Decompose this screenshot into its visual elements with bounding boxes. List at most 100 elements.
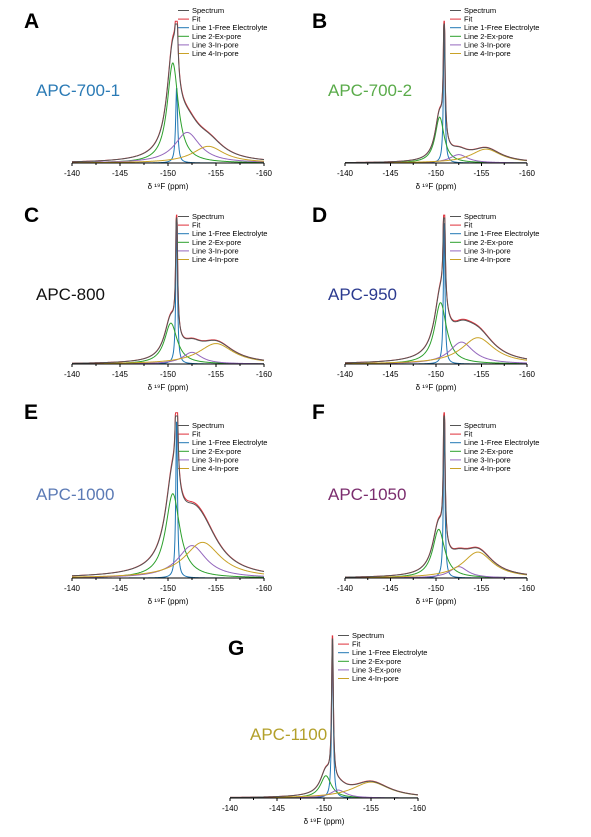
- x-tick-label: -155: [473, 584, 490, 593]
- x-axis-label: δ ¹⁹F (ppm): [416, 182, 457, 191]
- x-tick-label: -155: [208, 584, 225, 593]
- x-tick-label: -155: [208, 169, 225, 178]
- x-tick-label: -155: [473, 169, 490, 178]
- series-line-2: [345, 528, 527, 579]
- legend-entry: Line 1-Free Electrolyte: [464, 229, 539, 238]
- legend-entry: Fit: [192, 430, 201, 439]
- legend-entry: Line 2-Ex-pore: [192, 238, 241, 247]
- x-tick-label: -140: [337, 584, 354, 593]
- series-line-4: [345, 551, 528, 579]
- legend-entry: Fit: [464, 221, 473, 230]
- legend-entry: Line 2-Ex-pore: [352, 657, 401, 666]
- legend-entry: Line 1-Free Electrolyte: [464, 438, 539, 447]
- x-tick-label: -155: [208, 370, 225, 379]
- x-tick-label: -145: [112, 584, 129, 593]
- series-line-4: [71, 541, 265, 578]
- x-tick-label: -160: [256, 584, 273, 593]
- legend-entry: Line 4-In-pore: [464, 49, 511, 58]
- series-line-3: [71, 131, 265, 163]
- legend-entry: Line 4-In-pore: [192, 255, 239, 264]
- x-tick-label: -140: [337, 169, 354, 178]
- sample-name: APC-700-1: [36, 81, 120, 100]
- sample-name: APC-1100: [250, 725, 327, 744]
- panel-letter: A: [24, 10, 39, 33]
- x-tick-label: -140: [64, 370, 81, 379]
- x-axis-label: δ ¹⁹F (ppm): [148, 383, 189, 392]
- legend-entry: Line 4-In-pore: [464, 255, 511, 264]
- series-line-4: [345, 148, 528, 164]
- legend-entry: Line 4-In-pore: [464, 464, 511, 473]
- legend-entry: Line 1-Free Electrolyte: [464, 23, 539, 32]
- x-tick-label: -150: [160, 370, 177, 379]
- x-tick-label: -140: [337, 370, 354, 379]
- legend-entry: Spectrum: [352, 631, 384, 640]
- legend-entry: Line 2-Ex-pore: [464, 32, 513, 41]
- legend-entry: Line 3-In-pore: [464, 246, 511, 255]
- legend-entry: Fit: [192, 221, 201, 230]
- legend-entry: Fit: [192, 15, 201, 24]
- series-spectrum: [345, 23, 528, 164]
- sample-name: APC-1050: [328, 485, 406, 504]
- legend-entry: Line 3-In-pore: [464, 455, 511, 464]
- x-axis-label: δ ¹⁹F (ppm): [148, 597, 189, 606]
- sample-name: APC-950: [328, 285, 397, 304]
- x-tick-label: -145: [112, 370, 129, 379]
- legend-entry: Line 3-In-pore: [192, 40, 239, 49]
- legend-entry: Spectrum: [464, 212, 496, 221]
- x-tick-label: -155: [363, 804, 380, 813]
- series-spectrum: [344, 217, 528, 364]
- series-spectrum: [72, 217, 265, 364]
- legend-entry: Line 3-Ex-pore: [352, 665, 401, 674]
- x-tick-label: -160: [519, 584, 536, 593]
- x-tick-label: -150: [428, 169, 445, 178]
- legend-entry: Line 1-Free Electrolyte: [192, 438, 267, 447]
- legend-entry: Line 1-Free Electrolyte: [192, 229, 267, 238]
- legend-entry: Line 1-Free Electrolyte: [192, 23, 267, 32]
- series-spectrum: [71, 415, 265, 577]
- sample-name: APC-800: [36, 285, 105, 304]
- legend-entry: Line 2-Ex-pore: [464, 447, 513, 456]
- legend-entry: Fit: [464, 430, 473, 439]
- legend-entry: Fit: [464, 15, 473, 24]
- series-line-4: [72, 343, 265, 365]
- x-axis-label: δ ¹⁹F (ppm): [148, 182, 189, 191]
- x-tick-label: -145: [269, 804, 286, 813]
- series-line-4: [344, 337, 528, 364]
- legend-entry: Spectrum: [192, 212, 224, 221]
- series-line-3: [345, 341, 528, 365]
- x-tick-label: -140: [64, 169, 81, 178]
- legend-entry: Line 4-In-pore: [192, 464, 239, 473]
- panel-letter: B: [312, 10, 327, 33]
- legend-entry: Spectrum: [464, 6, 496, 15]
- x-axis-label: δ ¹⁹F (ppm): [416, 597, 457, 606]
- series-line-4: [71, 145, 265, 164]
- series-spectrum: [71, 23, 265, 163]
- legend-entry: Line 1-Free Electrolyte: [352, 648, 427, 657]
- series-line-2: [72, 322, 264, 365]
- x-tick-label: -160: [256, 169, 273, 178]
- series-line-4: [230, 781, 419, 799]
- sample-name: APC-700-2: [328, 81, 412, 100]
- series-line-2: [71, 493, 265, 578]
- legend-entry: Line 4-In-pore: [352, 674, 399, 683]
- legend-entry: Line 3-In-pore: [192, 455, 239, 464]
- x-tick-label: -160: [519, 370, 536, 379]
- legend-entry: Fit: [352, 640, 361, 649]
- x-tick-label: -145: [112, 169, 129, 178]
- panel-letter: D: [312, 204, 327, 227]
- x-tick-label: -155: [473, 370, 490, 379]
- x-tick-label: -150: [316, 804, 333, 813]
- x-tick-label: -145: [382, 584, 399, 593]
- series-spectrum: [229, 638, 419, 798]
- x-tick-label: -150: [160, 584, 177, 593]
- legend-entry: Line 2-Ex-pore: [192, 447, 241, 456]
- x-tick-label: -145: [382, 169, 399, 178]
- x-tick-label: -140: [64, 584, 81, 593]
- x-tick-label: -160: [410, 804, 427, 813]
